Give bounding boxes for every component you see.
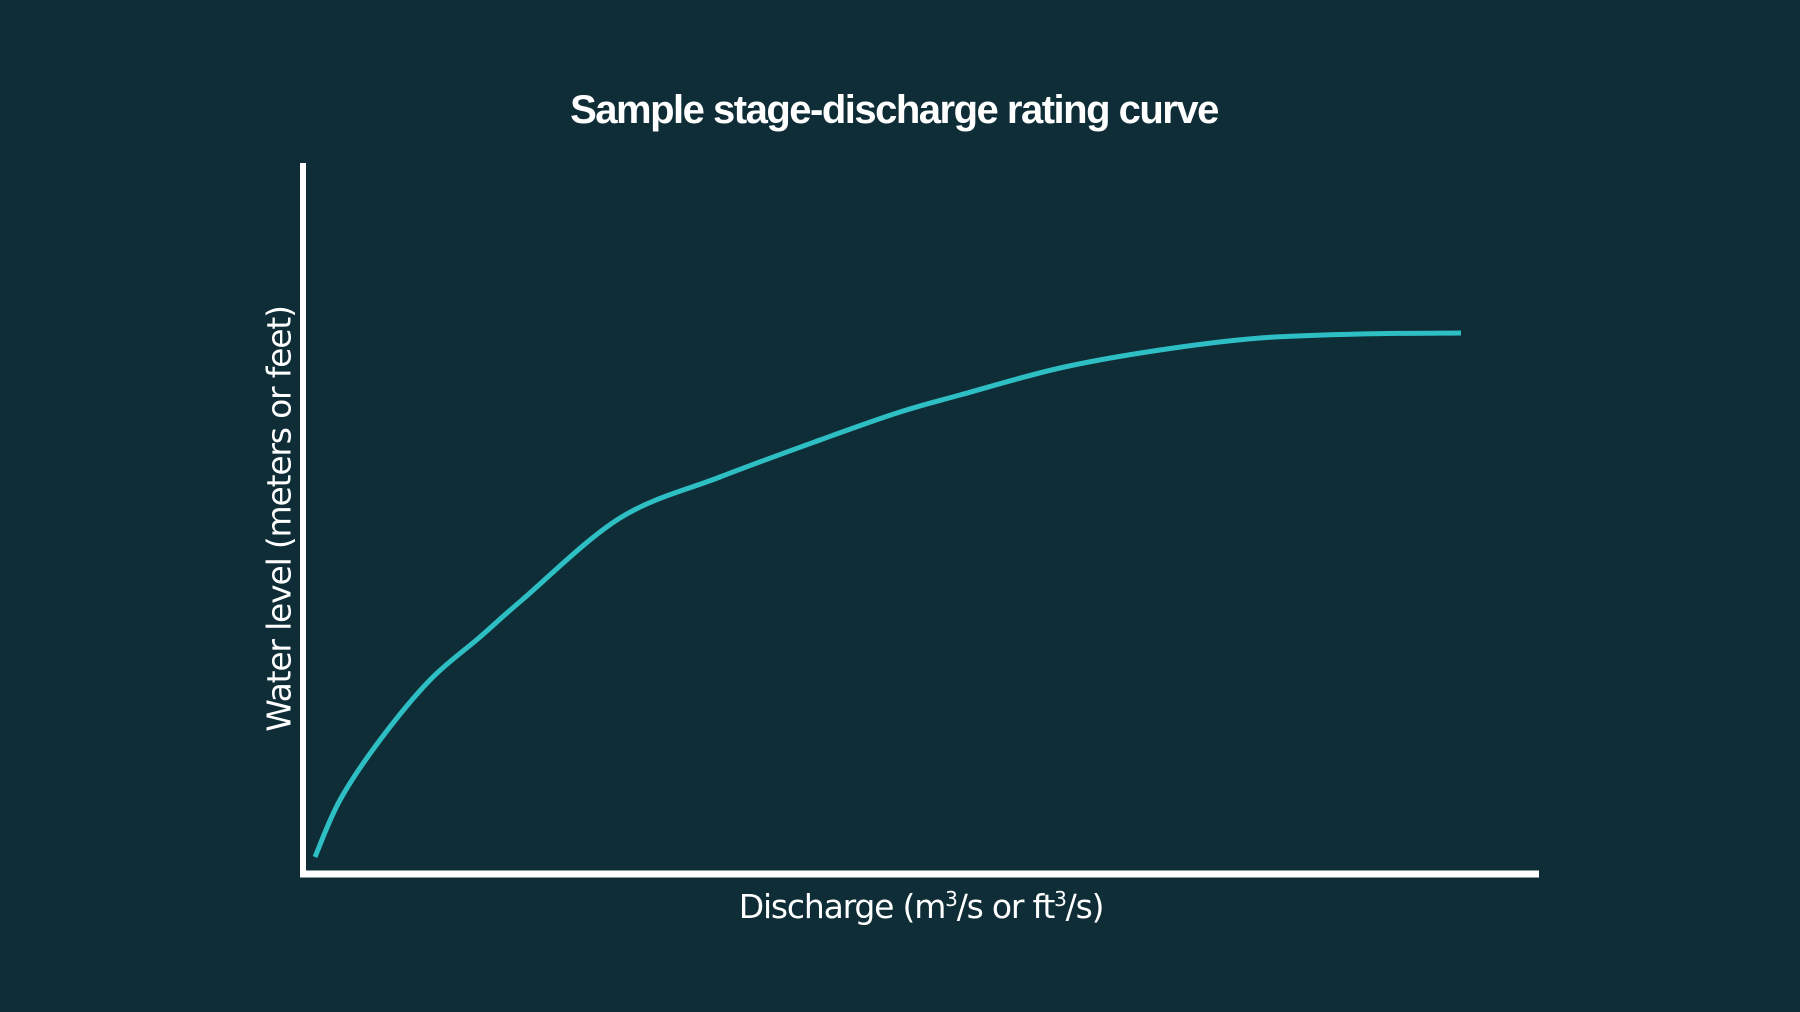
x-axis-label-prefix: Discharge (m	[738, 887, 947, 926]
x-axis-label: Discharge (m3/s or ft3/s)	[0, 887, 1800, 926]
x-axis-label-suffix: /s)	[1065, 887, 1105, 926]
x-axis-label-middle: /s or ft	[956, 887, 1056, 926]
x-axis-label-sup2: 3	[1054, 887, 1067, 911]
rating-curve-line	[312, 330, 1462, 859]
x-axis-label-sup1: 3	[945, 887, 958, 911]
y-axis-label: Water level (meters or feet)	[259, 306, 299, 732]
chart-title: Sample stage-discharge rating curve	[570, 88, 1219, 132]
